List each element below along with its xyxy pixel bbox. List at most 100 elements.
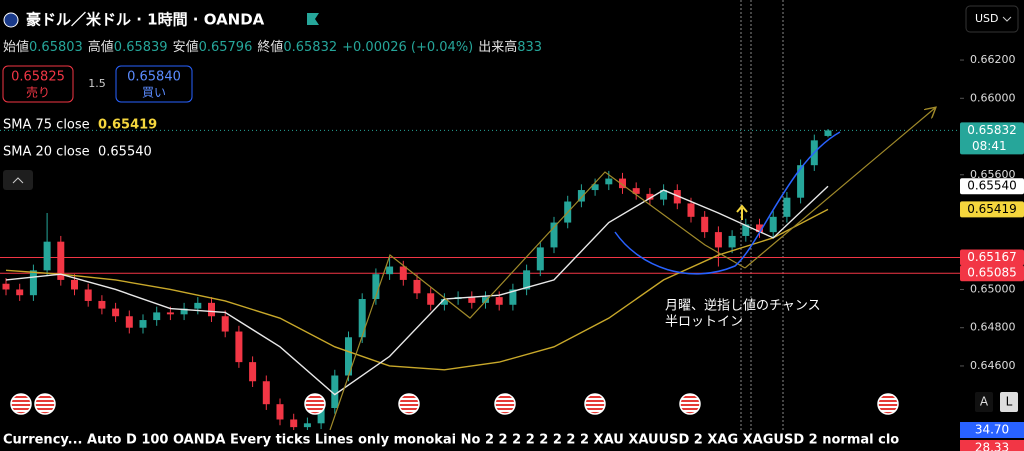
candle [2, 277, 10, 296]
candle-body [769, 216, 777, 233]
price-tag-label: 0.65167 [967, 250, 1017, 264]
candle-body [235, 331, 243, 363]
indicator-name: SMA 20 close [3, 145, 90, 160]
collapse-icon [12, 177, 24, 184]
scale-auto: A [980, 395, 989, 409]
us-event[interactable] [398, 393, 420, 415]
volume-label: 出来高 [478, 39, 517, 55]
candle-body [290, 419, 298, 428]
buy-button[interactable] [115, 65, 193, 103]
ohlc-line: 始値0.65803 高値0.65839 安値0.65796 終値0.65832 +0.0… [3, 39, 542, 55]
candle-body [413, 279, 421, 294]
candle [249, 356, 257, 387]
buy-label: 買い [142, 86, 166, 100]
price-tag-label: 0.65832 [967, 123, 1017, 137]
us-event[interactable] [10, 393, 32, 415]
candle-body [783, 197, 791, 217]
us-event[interactable] [679, 393, 701, 415]
y-tick-label: 0.64600 [970, 359, 1016, 372]
up-arrow [736, 204, 748, 220]
candle-body [2, 283, 10, 290]
scale-button[interactable] [1000, 392, 1018, 412]
candle [523, 264, 531, 296]
candle [139, 314, 147, 334]
symbol-title[interactable]: 豪ドル／米ドル · 1時間 · OANDA [26, 11, 265, 29]
sell-button[interactable] [2, 65, 74, 103]
ohlc-label: 安値 [173, 39, 199, 55]
side-value-box [960, 440, 1024, 451]
collapse-button[interactable] [3, 170, 33, 190]
candle-body [208, 302, 215, 317]
y-tick-label: 0.64800 [970, 321, 1016, 334]
candle-body [728, 235, 736, 248]
candle-body [71, 279, 78, 290]
candle-body [495, 297, 503, 305]
trend-arrow [744, 108, 935, 269]
ohlc-label: 始値 [3, 39, 29, 55]
price-tag [960, 178, 1024, 195]
candle-body [317, 408, 325, 424]
candle-body [180, 308, 188, 315]
candle-body [98, 300, 106, 309]
status-text: Currency... Auto D 100 OANDA Every ticks… [3, 433, 899, 448]
scale-log: L [1006, 395, 1013, 409]
ohlc-value: 0.65796 [199, 40, 253, 55]
candle-body [276, 404, 284, 420]
buy-price: 0.65840 [127, 70, 181, 85]
price-tag-label: 0.65540 [967, 179, 1017, 193]
candle [427, 287, 435, 311]
candle-body [701, 216, 709, 233]
candle-body [125, 316, 133, 328]
price-axis: 0.66200 0.66000 0.65600 0.65000 0.64800 0.646… [960, 53, 1024, 372]
candle-body [605, 178, 613, 185]
candle [577, 184, 585, 208]
dropdown-icon [1002, 16, 1012, 22]
us-event[interactable] [584, 393, 606, 415]
drawings [10, 108, 935, 430]
candle-body [797, 165, 805, 198]
currency-select[interactable] [965, 5, 1019, 33]
candle [536, 241, 544, 277]
candle-body [550, 222, 558, 248]
candle-body [29, 270, 37, 296]
price-tag-label: 0.65419 [967, 202, 1017, 216]
candle [57, 235, 65, 286]
moving-average [5, 185, 829, 396]
price-change: +0.00026 (+0.04%) [342, 40, 473, 55]
status-bar [0, 430, 960, 451]
candle-body [331, 375, 339, 409]
market-status [307, 13, 319, 25]
candle-body [468, 297, 476, 303]
candle [276, 398, 284, 426]
us-event[interactable] [494, 393, 516, 415]
side-value-box [960, 422, 1024, 438]
candle-body [427, 293, 435, 305]
scale-button[interactable] [975, 392, 993, 412]
candle [756, 218, 763, 238]
trade-panel: 0.65825 売り 1.5 0.65840 買い [2, 65, 193, 103]
candle [673, 184, 681, 210]
candle-body [660, 190, 668, 200]
side-value: 28.33 [975, 441, 1009, 451]
price-tag [960, 265, 1024, 282]
candle-body [153, 312, 161, 321]
ohlc-label: 終値 [257, 39, 283, 55]
currency: USD [975, 12, 999, 25]
sell-price: 0.65825 [11, 70, 65, 85]
us-event[interactable] [877, 393, 899, 415]
price-tag [960, 249, 1024, 266]
candle [345, 331, 352, 382]
candle [783, 191, 791, 223]
plot-area [0, 0, 960, 430]
candle-body [221, 316, 229, 332]
candle-body [646, 193, 654, 200]
candle-body [824, 130, 832, 136]
candle-body [482, 297, 489, 303]
candle-body [139, 320, 147, 328]
candle [440, 293, 448, 311]
us-event[interactable] [304, 393, 326, 415]
candle [180, 302, 188, 321]
ohlc-value: 0.65839 [114, 40, 168, 55]
us-event[interactable] [34, 393, 56, 415]
event-icons [10, 393, 899, 415]
